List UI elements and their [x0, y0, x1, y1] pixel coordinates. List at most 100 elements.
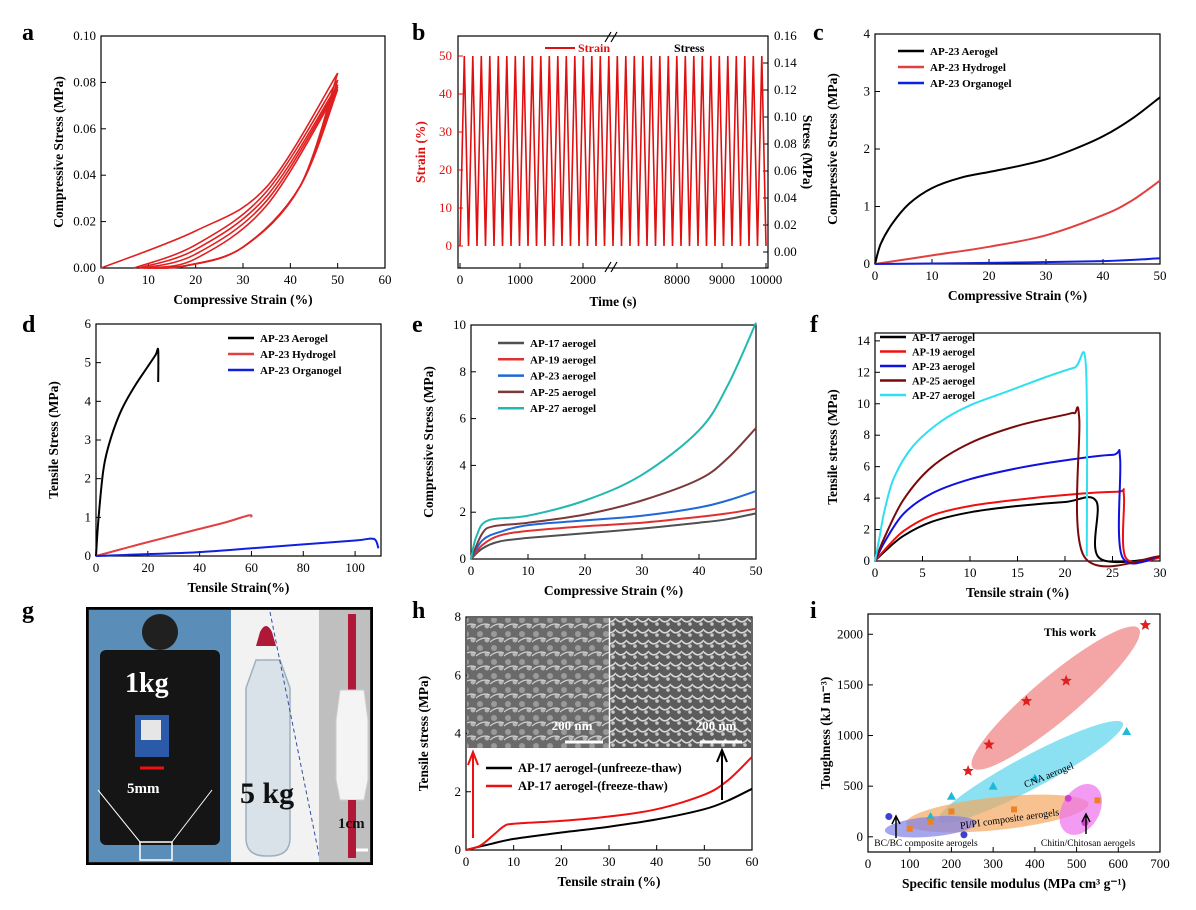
- series-line-0: [465, 787, 753, 851]
- unloading-curve-2: [148, 84, 339, 269]
- x-tick-label: 20: [579, 563, 592, 578]
- legend-label-4: AP-27 aerogel: [912, 391, 975, 402]
- bottle-weight-label: 5 kg: [240, 777, 294, 810]
- legend-label-2: AP-23 aerogel: [912, 362, 975, 373]
- y-tick-label: 4: [864, 490, 871, 505]
- legend-label-1: AP-19 aerogel: [912, 348, 975, 359]
- x-tick-label: 10000: [750, 272, 783, 287]
- arrow-freeze-thaw: [467, 749, 479, 838]
- zoom-line-left: [97, 789, 141, 843]
- y-tick-label: 3: [864, 84, 871, 99]
- series-line-4: [470, 322, 757, 560]
- weight-label: 1kg: [125, 668, 169, 699]
- y-tick-label: 2: [460, 504, 467, 519]
- strain-cycles: [459, 55, 767, 247]
- sem-scale-label-right: 200 nm: [696, 718, 737, 733]
- series-line-1: [95, 514, 253, 557]
- white-specimen: [335, 689, 369, 801]
- x-axis-label: Compressive Strain (%): [948, 288, 1087, 303]
- y-tick-label: 0.04: [73, 167, 96, 182]
- series-line-4: [874, 351, 1089, 562]
- y-tick-label-right: 0.10: [774, 109, 797, 124]
- x-tick-label: 40: [284, 272, 297, 287]
- y-tick-label: 0: [446, 238, 453, 253]
- panel-letter-b: b: [412, 20, 425, 46]
- legend-label-0: AP-17 aerogel-(unfreeze-thaw): [518, 761, 682, 775]
- y-tick-label: 1: [85, 509, 92, 524]
- panel-c: 0 10 20 30 40 50 0 1 2 3 4 Compressive Strain (%) Co…: [825, 26, 1167, 303]
- panel-b: 0 10 20 30 40 50 0.00 0.02 0.04 0.06 0.08 0.10 0.12 0…: [413, 28, 815, 309]
- series-line-1: [465, 756, 753, 851]
- legend-label-2: AP-23 Organogel: [260, 365, 342, 377]
- x-tick-label: 40: [1097, 268, 1110, 283]
- y-tick-label: 4: [864, 26, 871, 41]
- x-tick-label: 0: [457, 272, 464, 287]
- arrow-unfreeze-thaw: [716, 747, 728, 800]
- y-axis-label: Toughness (kJ m⁻³): [818, 677, 833, 790]
- x-tick-label: 8000: [664, 272, 690, 287]
- y-axis-label: Compressive Stress (MPa): [421, 366, 436, 518]
- point-triangle-1-1: [946, 791, 956, 800]
- x-tick-label: 10: [522, 563, 535, 578]
- y-tick-label: 50: [439, 48, 452, 63]
- series-line-3: [874, 406, 1161, 568]
- series-line-2: [874, 257, 1161, 265]
- zoom-line-right: [171, 789, 213, 843]
- unloading-curve-3: [153, 86, 339, 269]
- panel-letter-i: i: [810, 598, 817, 624]
- point-circle-3-0: [1064, 794, 1072, 802]
- y-tick-label: 4: [460, 457, 467, 472]
- y-axis-label: Tensile stress (MPa): [825, 389, 840, 505]
- x-tick-label: 100: [345, 560, 365, 575]
- x-axis-label: Tensile strain (%): [557, 874, 660, 889]
- x-tick-label: 700: [1150, 856, 1170, 871]
- legend-label-2: AP-23 aerogel: [530, 371, 596, 383]
- y-axis-label-right: Stress (MPa): [800, 115, 815, 189]
- x-tick-label: 0: [468, 563, 475, 578]
- red-rod-top: [348, 614, 356, 694]
- x-axis-label: Tensile strain (%): [966, 585, 1069, 600]
- legend-label-4: AP-27 aerogel: [530, 403, 596, 415]
- x-axis-label: Specific tensile modulus (MPa cm³ g⁻¹): [902, 876, 1126, 891]
- point-square-2-0: [906, 825, 913, 832]
- sample-specimen: [141, 720, 161, 740]
- loading-curve-0: [100, 72, 339, 269]
- series-line-1: [874, 488, 1161, 564]
- series-line-3: [470, 427, 757, 560]
- x-axis-label: Compressive Strain (%): [544, 583, 683, 598]
- y-tick-label-right: 0.04: [774, 190, 797, 205]
- y-tick-label: 0: [857, 829, 864, 844]
- y-tick-label: 0: [85, 548, 92, 563]
- x-tick-label: 10: [926, 268, 939, 283]
- legend-label-1: AP-23 Hydrogel: [930, 62, 1006, 74]
- panel-letter-h: h: [412, 598, 425, 624]
- zoom-box: [139, 841, 173, 861]
- y-tick-label: 40: [439, 86, 452, 101]
- y-tick-label: 14: [857, 333, 871, 348]
- y-tick-label: 4: [85, 393, 92, 408]
- point-triangle-1-4: [1122, 726, 1132, 735]
- arrow-chitin: [1081, 812, 1091, 834]
- ellipse-cna: [938, 720, 1124, 824]
- y-tick-label-right: 0.12: [774, 82, 797, 97]
- panel-letter-g: g: [22, 598, 34, 624]
- loading-curve-1: [133, 79, 339, 269]
- panel-letter-d: d: [22, 312, 36, 338]
- x-tick-label: 0: [865, 856, 872, 871]
- panel-letter-e: e: [412, 312, 423, 338]
- legend-label-1: AP-19 aerogel: [530, 354, 596, 366]
- scale-label-5mm: 5mm: [127, 781, 160, 797]
- y-tick-label: 10: [453, 317, 466, 332]
- x-tick-label: 20: [141, 560, 154, 575]
- x-tick-label: 500: [1067, 856, 1087, 871]
- legend-label-0: AP-17 aerogel: [912, 333, 975, 344]
- legend-label-0: Strain: [578, 41, 610, 55]
- legend-label-0: AP-23 Aerogel: [260, 333, 328, 345]
- unloading-curve-1: [143, 79, 339, 269]
- legend-label-3: AP-25 aerogel: [530, 387, 596, 399]
- y-tick-label: 6: [460, 411, 467, 426]
- x-tick-label: 40: [650, 854, 663, 869]
- point-star-0-1: [983, 738, 995, 750]
- x-tick-label: 40: [193, 560, 206, 575]
- legend-label-2: AP-23 Organogel: [930, 78, 1012, 90]
